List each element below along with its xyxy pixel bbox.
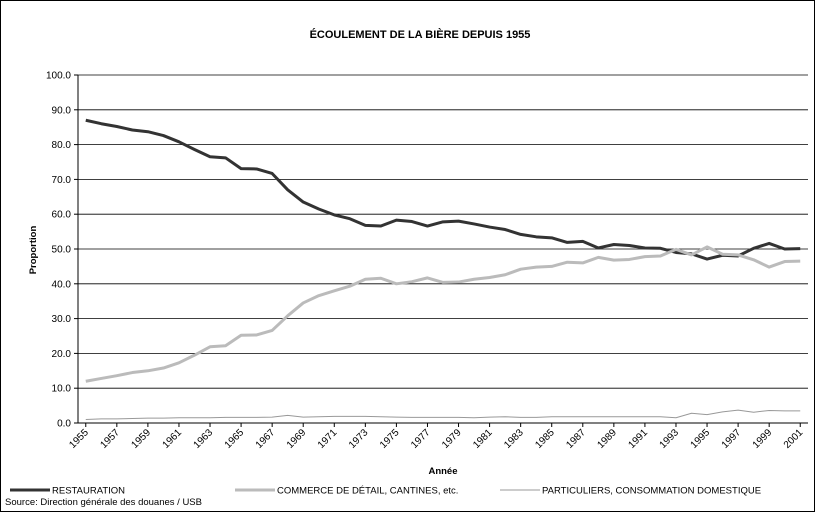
y-tick-label: 60.0: [52, 210, 72, 221]
y-tick-label: 0.0: [57, 419, 71, 430]
legend-label: PARTICULIERS, CONSOMMATION DOMESTIQUE: [542, 486, 761, 497]
y-tick-label: 10.0: [52, 384, 72, 395]
y-tick-label: 30.0: [52, 314, 72, 325]
y-tick-label: 20.0: [52, 349, 72, 360]
source-note: Source: Direction générale des douanes /…: [5, 497, 202, 508]
y-tick-label: 100.0: [46, 71, 71, 82]
series-line: [85, 409, 801, 421]
x-axis-title: Année: [428, 466, 457, 477]
y-axis-title: Proportion: [28, 226, 39, 275]
y-tick-label: 50.0: [52, 245, 72, 256]
chart-title: ÉCOULEMENT DE LA BIÈRE DEPUIS 1955: [310, 28, 531, 41]
series-line: [85, 245, 801, 383]
series-line: [85, 118, 801, 261]
y-tick-label: 90.0: [52, 105, 72, 116]
legend-label: RESTAURATION: [52, 486, 125, 497]
y-tick-label: 40.0: [52, 279, 72, 290]
y-tick-label: 80.0: [52, 140, 72, 151]
legend-label: COMMERCE DE DÉTAIL, CANTINES, etc.: [277, 486, 458, 497]
y-tick-label: 70.0: [52, 175, 72, 186]
